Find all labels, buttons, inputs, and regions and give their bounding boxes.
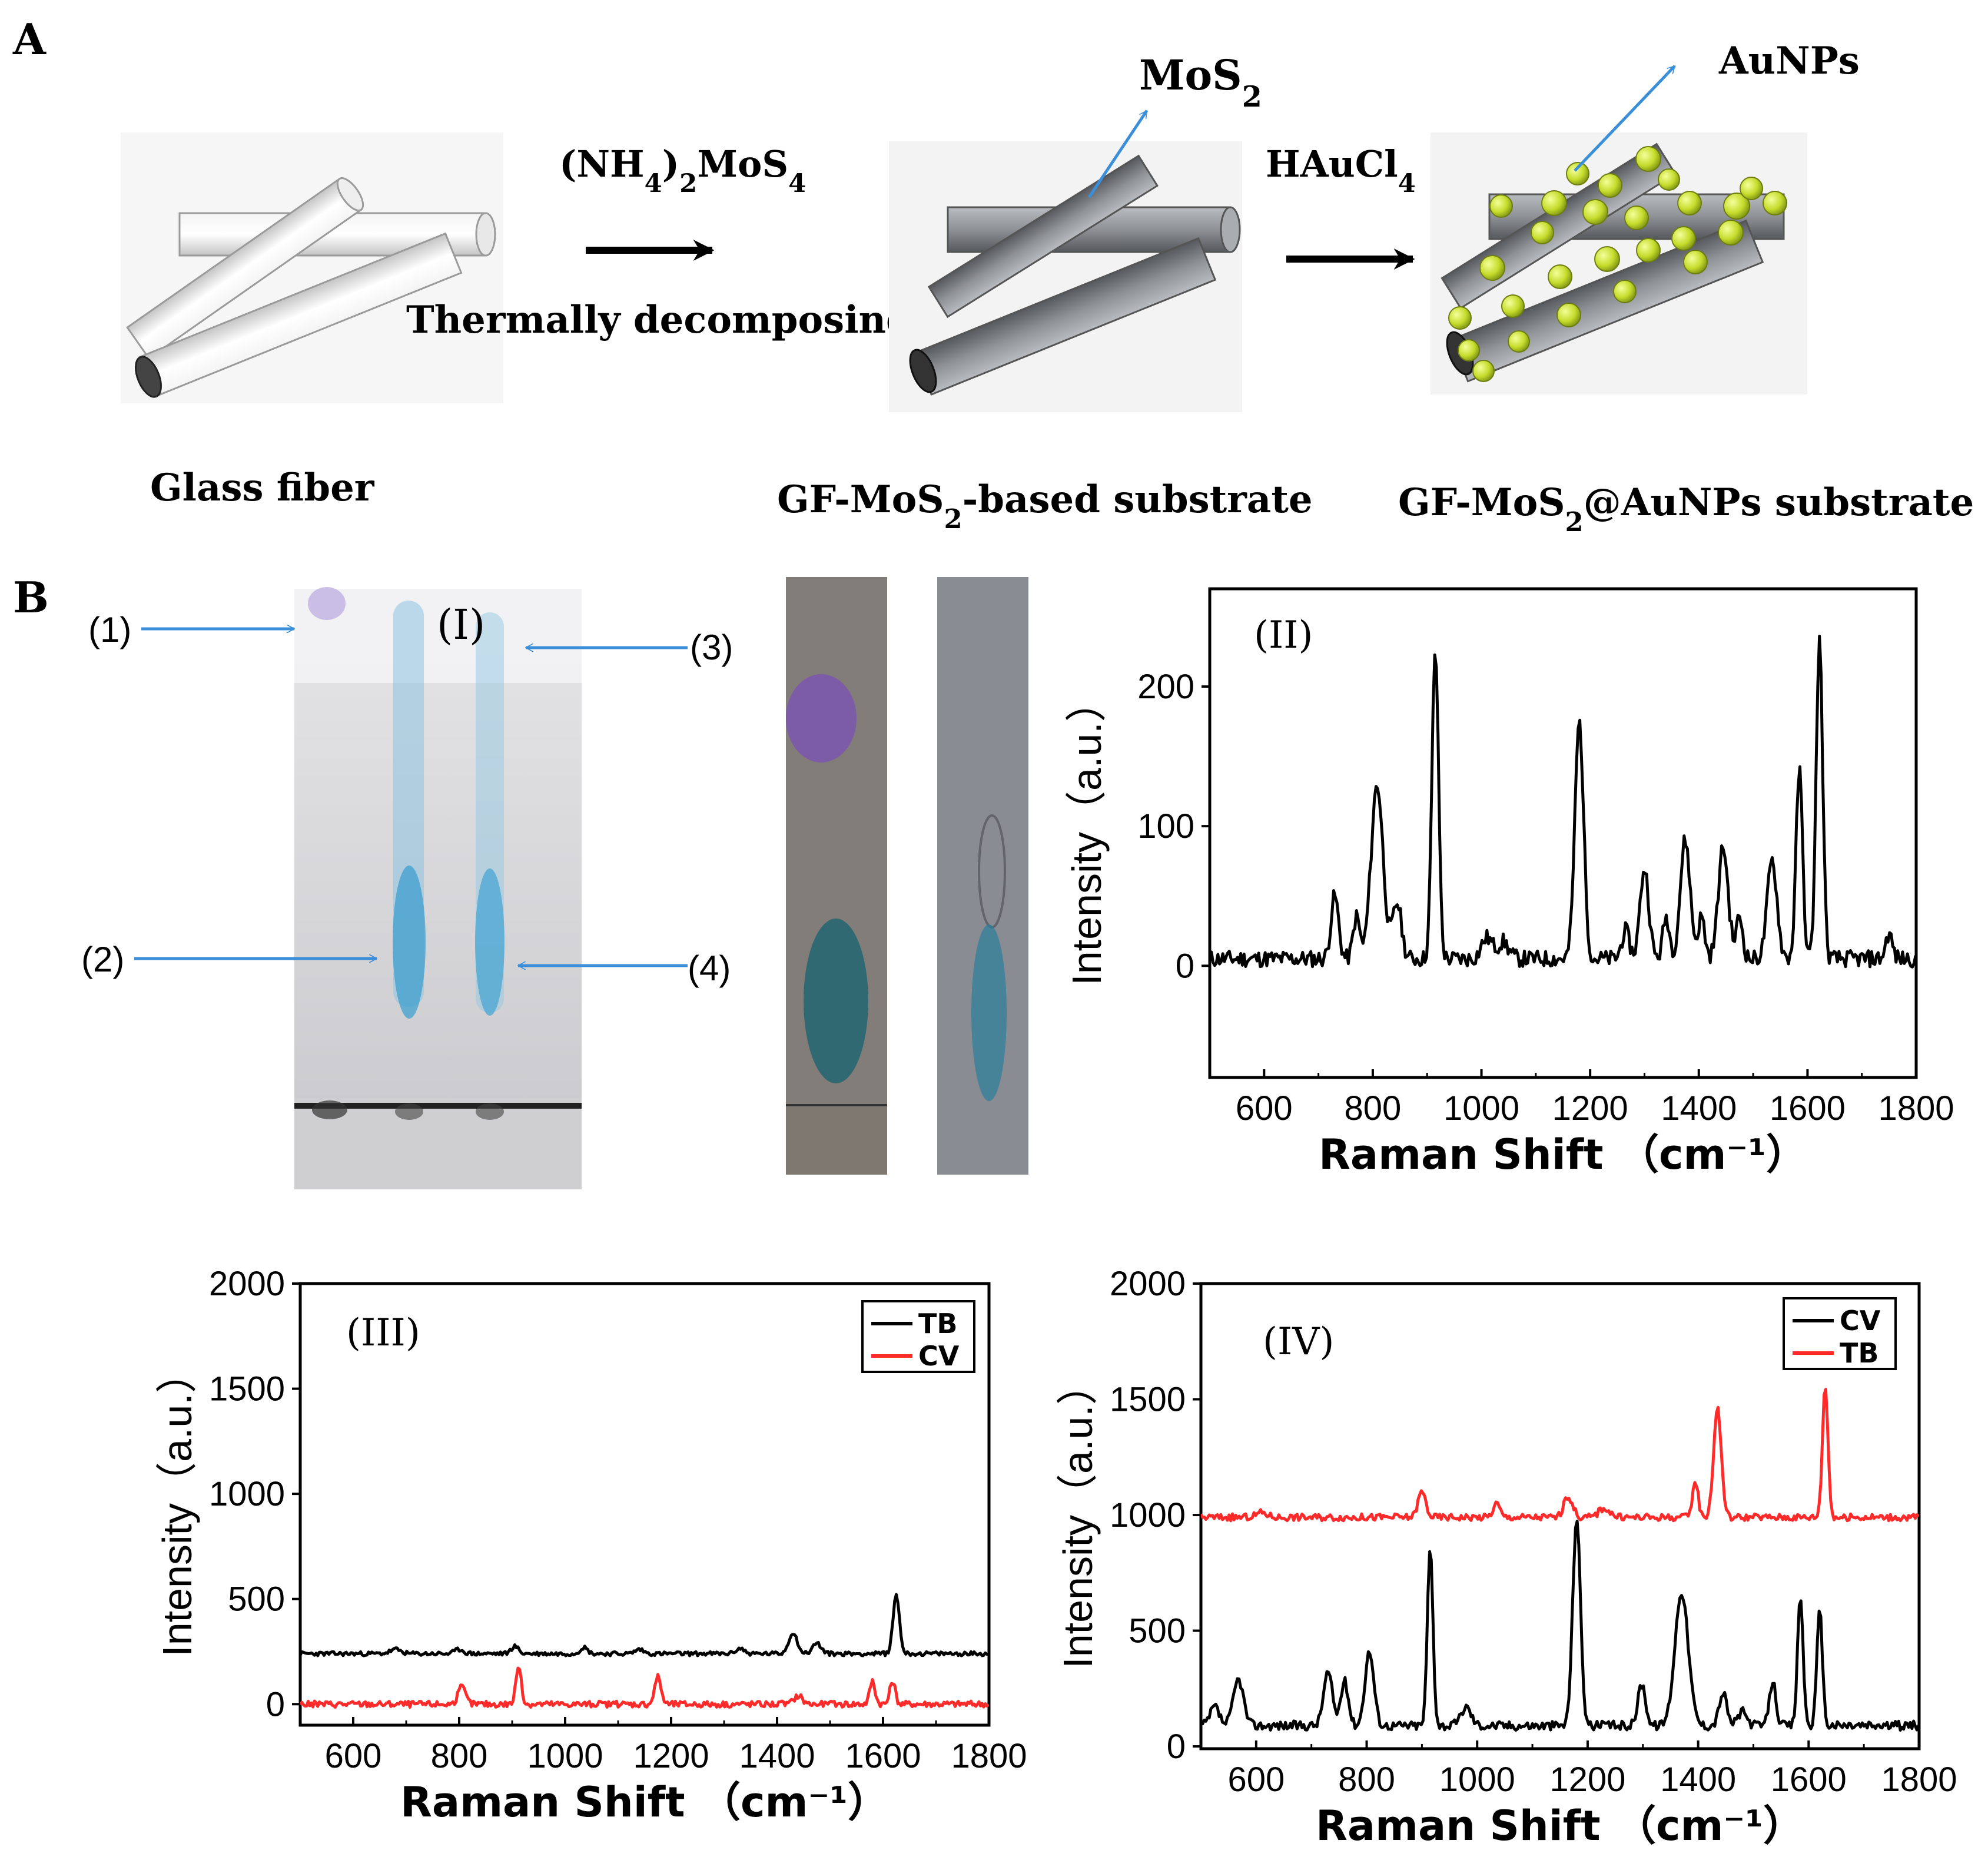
y-tick-label: 0 xyxy=(266,1685,285,1723)
x-tick-label: 800 xyxy=(431,1737,488,1775)
x-tick-label: 1800 xyxy=(1881,1760,1957,1799)
tlc-plate-photo xyxy=(294,587,582,1189)
arrow-label-3: (3) xyxy=(690,628,733,667)
y-tick-label: 100 xyxy=(1137,807,1194,846)
y-tick-label: 1500 xyxy=(209,1370,285,1408)
legend-label-cv: CV xyxy=(1840,1305,1881,1337)
chart-panel-label: (III) xyxy=(346,1311,420,1355)
legend-label-tb: TB xyxy=(918,1308,957,1340)
x-tick-label: 1000 xyxy=(527,1737,603,1775)
x-tick-label: 800 xyxy=(1345,1089,1402,1128)
y-tick-label: 1000 xyxy=(209,1475,285,1513)
x-tick-label: 1800 xyxy=(951,1737,1027,1775)
y-tick-label: 0 xyxy=(1167,1728,1186,1766)
series-line-cv xyxy=(1201,1520,1919,1732)
x-tick-label: 800 xyxy=(1338,1760,1395,1799)
mos2-label: MoS2 xyxy=(1139,51,1262,114)
plot-frame xyxy=(1208,587,1918,1079)
x-tick-label: 600 xyxy=(1236,1089,1293,1128)
y-tick-label: 2000 xyxy=(209,1265,285,1303)
x-tick-label: 1400 xyxy=(1661,1089,1737,1128)
panel-a-label: A xyxy=(12,14,47,64)
gf-mos2-aunps-strip-photo-2 xyxy=(937,577,1028,1175)
reagent-2-label: HAuCl4 xyxy=(1266,142,1416,198)
reagent-1-label: (NH4)2MoS4 xyxy=(559,142,806,198)
aunps-pointer-arrow xyxy=(1574,65,1676,172)
y-tick-label: 0 xyxy=(1176,947,1194,985)
photo-label-i: (I) xyxy=(437,601,485,649)
legend-box xyxy=(1783,1297,1897,1370)
glass-fiber-illustration xyxy=(121,132,503,403)
legend-label-cv: CV xyxy=(918,1340,960,1372)
series-line-cv xyxy=(300,1666,989,1709)
y-tick-label: 500 xyxy=(1129,1612,1186,1650)
y-tick-label: 1500 xyxy=(1110,1381,1186,1419)
gf-mos2-illustration xyxy=(889,141,1242,412)
x-tick-label: 1400 xyxy=(739,1737,815,1775)
x-tick-label: 1000 xyxy=(1443,1089,1519,1128)
y-tick-label: 2000 xyxy=(1110,1265,1186,1303)
x-tick-label: 1200 xyxy=(1552,1089,1628,1128)
chart-panel-label: (II) xyxy=(1254,614,1313,657)
legend-box xyxy=(861,1300,975,1373)
caption-glass-fiber: Glass fiber xyxy=(150,466,375,510)
plot-frame xyxy=(298,1282,991,1727)
x-tick-label: 1000 xyxy=(1439,1760,1515,1799)
caption-gf-mos2: GF-MoS2-based substrate xyxy=(777,478,1313,535)
arrow-label-1: (1) xyxy=(88,610,131,649)
chart-panel-label: (IV) xyxy=(1263,1320,1334,1364)
x-tick-label: 1400 xyxy=(1660,1760,1736,1799)
panel-b-label: B xyxy=(13,572,49,622)
x-axis-label: Raman Shift （cm⁻¹） xyxy=(1316,1802,1804,1850)
series-line-single xyxy=(1210,635,1916,969)
arrow-label-4: (4) xyxy=(688,949,731,988)
series-line-tb xyxy=(1201,1388,1919,1523)
y-tick-label: 500 xyxy=(228,1580,285,1619)
process-label: Thermally decomposing xyxy=(406,298,912,342)
x-tick-label: 600 xyxy=(1227,1760,1285,1799)
x-tick-label: 1600 xyxy=(845,1737,921,1775)
arrow-label-2: (2) xyxy=(81,940,124,979)
x-axis-label: Raman Shift （cm⁻¹） xyxy=(1319,1130,1807,1179)
gf-mos2-aunps-illustration xyxy=(1431,132,1807,394)
y-tick-label: 1000 xyxy=(1110,1496,1186,1534)
y-axis-label: Intensity（a.u.） xyxy=(154,1352,200,1656)
x-axis-label: Raman Shift （cm⁻¹） xyxy=(400,1778,889,1826)
gold-nanoparticles xyxy=(1448,146,1787,382)
y-axis-label: Intensity（a.u.） xyxy=(1064,681,1110,985)
x-tick-label: 600 xyxy=(325,1737,382,1775)
caption-gf-mos2-aunps: GF-MoS2@AuNPs substrate xyxy=(1398,480,1974,538)
chart-iii: 600 800 1000 1200 1400 1600 1800 0 500 1000 1500 20… xyxy=(154,1265,1027,1826)
chart-ii: 600 800 1000 1200 1400 1600 1800 0 100 200 Raman S… xyxy=(1064,587,1954,1179)
x-tick-label: 1800 xyxy=(1878,1089,1954,1128)
x-tick-label: 1600 xyxy=(1770,1089,1846,1128)
x-tick-label: 1200 xyxy=(1549,1760,1625,1799)
y-tick-label: 200 xyxy=(1137,668,1194,706)
x-tick-label: 1200 xyxy=(633,1737,709,1775)
series-line-tb xyxy=(300,1593,989,1657)
gf-mos2-strip-photo-1 xyxy=(786,577,887,1175)
aunps-label: AuNPs xyxy=(1718,39,1860,83)
legend-label-tb: TB xyxy=(1840,1337,1879,1369)
mos2-pointer-arrow xyxy=(1087,111,1149,198)
chart-iv: 600 800 1000 1200 1400 1600 1800 0 500 1000 1500 20… xyxy=(1055,1265,1957,1850)
x-tick-label: 1600 xyxy=(1771,1760,1847,1799)
y-axis-label: Intensity（a.u.） xyxy=(1055,1364,1101,1668)
